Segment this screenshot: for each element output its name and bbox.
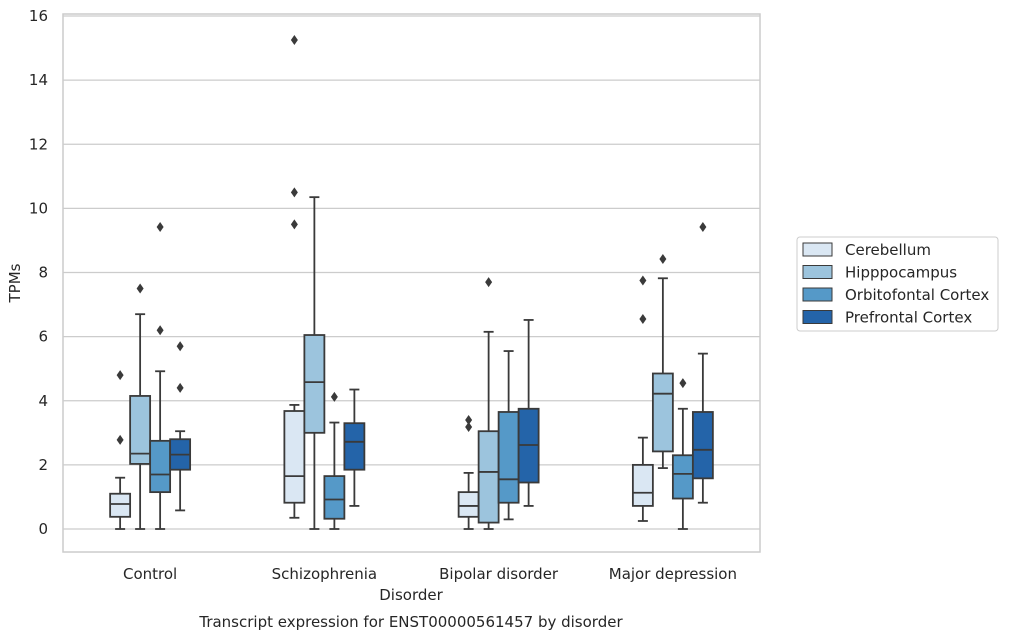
legend-swatch	[802, 242, 833, 257]
x-tick-label: Bipolar disorder	[439, 565, 559, 583]
outlier-point	[679, 378, 687, 389]
box-item	[477, 277, 500, 530]
y-tick-label: 14	[29, 71, 48, 89]
series-group	[129, 196, 674, 530]
box-item	[129, 283, 152, 530]
outlier-point	[290, 187, 298, 198]
outlier-point	[485, 277, 493, 288]
outlier-point	[136, 283, 144, 294]
y-axis-label: TPMs	[6, 263, 24, 303]
box-item	[497, 350, 520, 521]
outlier-point	[290, 35, 298, 46]
x-tick-label: Schizophrenia	[272, 565, 377, 583]
legend-swatch	[802, 287, 833, 302]
legend-frame	[796, 236, 999, 332]
outlier-point	[156, 221, 164, 232]
y-tick-label: 8	[38, 264, 48, 282]
outlier-point	[116, 370, 124, 381]
legend-swatch	[802, 310, 833, 324]
y-tick-label: 6	[38, 328, 48, 346]
outlier-point	[330, 391, 338, 402]
outlier-point	[156, 325, 164, 336]
box-item	[169, 341, 192, 512]
box-body	[323, 475, 346, 520]
legend-swatch	[802, 265, 833, 279]
plot-frame	[62, 13, 761, 553]
box-body	[283, 410, 306, 504]
box-item	[149, 221, 172, 530]
series-group	[169, 221, 714, 512]
box-item	[517, 319, 540, 507]
y-tick-label: 10	[29, 199, 48, 217]
box-body	[129, 395, 152, 465]
box-body	[477, 430, 500, 524]
box-item	[323, 391, 346, 530]
outlier-point	[176, 382, 184, 393]
outlier-point	[290, 219, 298, 230]
box-item	[631, 275, 654, 522]
outlier-point	[659, 254, 667, 265]
box-body	[691, 411, 714, 480]
box-body	[109, 492, 132, 518]
box-body	[497, 411, 520, 504]
box-item	[283, 35, 306, 519]
series-group	[149, 221, 694, 530]
box-body	[671, 454, 694, 500]
box-body	[651, 372, 674, 453]
chart-caption: Transcript expression for ENST0000056145…	[198, 613, 623, 631]
outlier-point	[639, 275, 647, 286]
outlier-point	[116, 434, 124, 445]
box-item	[109, 370, 132, 530]
legend: Cerebellum Hipppocampus Orbitofontal Corte…	[796, 236, 999, 332]
y-tick-label: 2	[38, 456, 48, 474]
box-item	[671, 378, 694, 530]
series-group	[109, 35, 654, 530]
legend-items: Cerebellum Hipppocampus Orbitofontal Corte…	[802, 241, 989, 327]
y-tick-label: 16	[29, 7, 48, 25]
outlier-point	[465, 414, 473, 425]
legend-label: Prefrontal Cortex	[845, 309, 972, 327]
box-item	[303, 196, 326, 530]
x-tick-labels: Control Schizophrenia Bipolar disorder Majo…	[123, 565, 737, 583]
x-axis-label: Disorder	[379, 586, 443, 604]
box-item	[343, 388, 366, 507]
box-body	[631, 463, 654, 507]
outlier-point	[176, 341, 184, 352]
x-tick-label: Control	[123, 565, 177, 583]
legend-label: Hipppocampus	[845, 264, 957, 282]
legend-label: Cerebellum	[845, 241, 931, 259]
box-body	[303, 334, 326, 434]
outlier-point	[465, 422, 473, 433]
boxes	[109, 35, 714, 530]
box-item	[457, 414, 480, 530]
y-tick-label: 12	[29, 135, 48, 153]
box-item	[691, 221, 714, 504]
outlier-point	[639, 313, 647, 324]
x-tick-label: Major depression	[609, 565, 737, 583]
box-item	[651, 254, 674, 469]
y-tick-label: 0	[38, 520, 48, 538]
box-body	[343, 422, 366, 471]
legend-label: Orbitofontal Cortex	[845, 286, 989, 304]
box-body	[457, 491, 480, 518]
outlier-point	[699, 221, 707, 232]
box-body	[149, 439, 172, 494]
y-tick-labels: 0 2 4 6 8 10 12 14 16	[29, 7, 48, 538]
y-tick-label: 4	[38, 392, 48, 410]
